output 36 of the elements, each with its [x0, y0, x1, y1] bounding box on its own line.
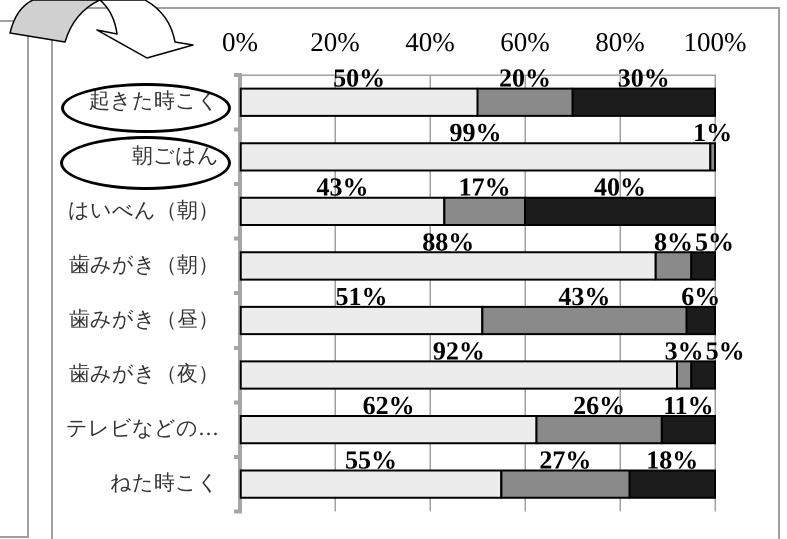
x-tick-label: 60% [500, 26, 550, 57]
data-label: 30% [618, 64, 670, 93]
data-label: 1% [693, 118, 732, 148]
data-label: 3% [664, 336, 704, 366]
data-label: 50% [333, 64, 386, 93]
data-label: 26% [573, 390, 626, 420]
data-label: 43% [316, 172, 368, 202]
data-label: 11% [663, 390, 714, 420]
data-label: 88% [422, 227, 474, 256]
x-tick-label: 40% [405, 26, 455, 57]
y-tick-label: 朝ごはん [132, 143, 219, 168]
y-tick-label: テレビなどの… [66, 416, 219, 440]
data-label: 43% [558, 282, 610, 311]
data-label: 5% [706, 336, 745, 366]
data-label: 92% [432, 336, 485, 366]
y-tick-label: 歯みがき（昼） [69, 306, 219, 331]
data-label: 17% [458, 172, 511, 202]
x-tick-label: 80% [595, 26, 645, 57]
y-tick-label: 歯みがき（夜） [69, 361, 219, 386]
data-label: 18% [646, 445, 698, 474]
data-label: 20% [499, 64, 551, 93]
x-tick-label: 100% [684, 26, 746, 57]
x-tick-label: 0% [222, 26, 258, 57]
y-tick-label: 歯みがき（朝） [69, 252, 219, 276]
data-label: 40% [594, 172, 646, 202]
data-label: 99% [450, 118, 502, 148]
data-label: 6% [681, 282, 720, 311]
data-label: 62% [362, 390, 415, 420]
y-tick-label: はいべん（朝） [68, 198, 219, 222]
y-tick-label: ねた時こく [110, 470, 219, 495]
x-tick-label: 20% [310, 26, 360, 57]
data-label: 55% [345, 445, 397, 474]
data-label: 27% [539, 445, 592, 474]
data-label: 5% [694, 227, 734, 256]
data-label: 8% [654, 227, 693, 256]
data-label: 51% [336, 282, 388, 311]
